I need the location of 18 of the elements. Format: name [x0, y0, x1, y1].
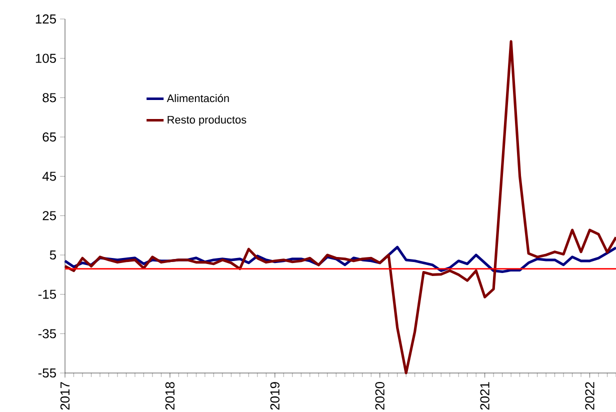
y-tick-label: 5: [50, 250, 56, 260]
x-tick-label: 2022: [585, 382, 594, 410]
x-tick-label: 2017: [60, 382, 70, 410]
y-tick-label: -35: [38, 329, 56, 338]
x-tick-label: 2019: [270, 382, 280, 410]
x-tick-label: 2020: [375, 382, 384, 410]
y-tick-label: -15: [38, 290, 56, 299]
x-tick-label: 2021: [480, 382, 490, 410]
y-tick-label: 125: [36, 14, 56, 24]
y-tick-label: 105: [36, 54, 56, 63]
y-tick-label: 85: [42, 93, 56, 102]
y-tick-label: -55: [38, 368, 56, 378]
y-tick-label: 65: [42, 132, 56, 142]
legend-label: Alimentación: [166, 94, 229, 102]
x-tick-label: 2018: [165, 382, 175, 410]
y-tick-label: 25: [42, 211, 56, 220]
y-tick-label: 45: [42, 172, 56, 181]
legend-label: Resto productos: [168, 116, 246, 126]
